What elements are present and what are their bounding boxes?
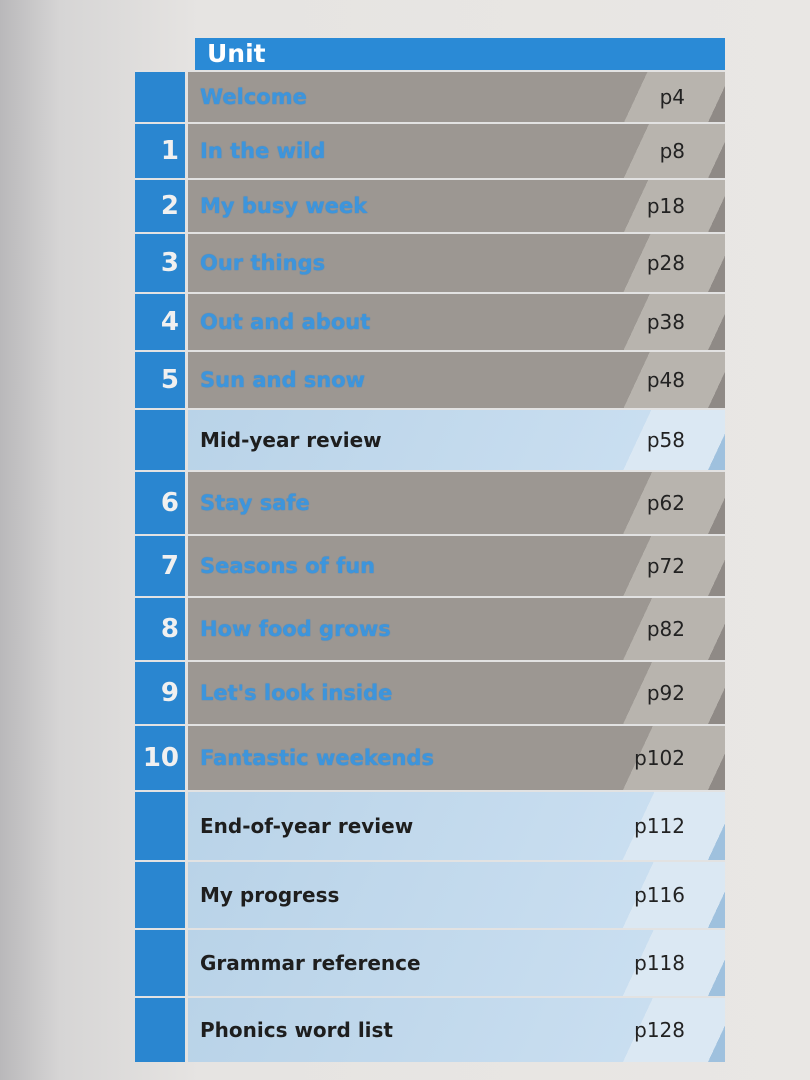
toc-entry: Out and about p38 xyxy=(188,294,725,350)
toc-row: 10 Fantastic weekends p102 xyxy=(135,724,725,790)
entry-title: My progress xyxy=(200,883,340,907)
toc-entry: Grammar reference p118 xyxy=(188,930,725,996)
unit-number xyxy=(135,410,185,470)
toc-row: End-of-year review p112 xyxy=(135,790,725,860)
page-number: p92 xyxy=(646,681,685,705)
toc-row: Phonics word list p128 xyxy=(135,996,725,1062)
page-number: p4 xyxy=(659,85,685,109)
toc-entry: Our things p28 xyxy=(188,234,725,292)
toc-entry: Stay safe p62 xyxy=(188,472,725,534)
entry-title: Sun and snow xyxy=(200,368,366,392)
toc-entry: End-of-year review p112 xyxy=(188,792,725,860)
toc-row: Grammar reference p118 xyxy=(135,928,725,996)
table-of-contents: Unit Welcome p4 1 In the wild p8 2 My bu… xyxy=(135,38,725,1062)
page-number: p62 xyxy=(646,491,685,515)
page-number: p18 xyxy=(646,194,685,218)
toc-row: Mid-year review p58 xyxy=(135,408,725,470)
toc-entry: Sun and snow p48 xyxy=(188,352,725,408)
toc-entry: Let's look inside p92 xyxy=(188,662,725,724)
entry-title: Our things xyxy=(200,251,326,275)
unit-number: 7 xyxy=(135,536,185,596)
page-number: p82 xyxy=(646,617,685,641)
toc-row: Welcome p4 xyxy=(135,70,725,122)
unit-number: 4 xyxy=(135,294,185,350)
page-number: p128 xyxy=(634,1018,685,1042)
toc-row: 2 My busy week p18 xyxy=(135,178,725,232)
unit-number: 6 xyxy=(135,472,185,534)
entry-title: How food grows xyxy=(200,617,391,641)
page-number: p38 xyxy=(646,310,685,334)
toc-row: 5 Sun and snow p48 xyxy=(135,350,725,408)
unit-number xyxy=(135,792,185,860)
toc-entry: In the wild p8 xyxy=(188,124,725,178)
unit-number xyxy=(135,998,185,1062)
toc-entry: My progress p116 xyxy=(188,862,725,928)
entry-title: Mid-year review xyxy=(200,428,382,452)
page-number: p118 xyxy=(634,951,685,975)
page-number: p28 xyxy=(646,251,685,275)
toc-entry: Welcome p4 xyxy=(188,72,725,122)
entry-title: Phonics word list xyxy=(200,1018,393,1042)
toc-entry: Mid-year review p58 xyxy=(188,410,725,470)
toc-entry: Seasons of fun p72 xyxy=(188,536,725,596)
entry-title: Let's look inside xyxy=(200,681,393,705)
toc-entry: Phonics word list p128 xyxy=(188,998,725,1062)
entry-title: Stay safe xyxy=(200,491,310,515)
page-number: p116 xyxy=(634,883,685,907)
toc-entry: Fantastic weekends p102 xyxy=(188,726,725,790)
page-number: p48 xyxy=(646,368,685,392)
toc-row: My progress p116 xyxy=(135,860,725,928)
entry-title: Seasons of fun xyxy=(200,554,376,578)
page-number: p8 xyxy=(659,139,685,163)
entry-title: End-of-year review xyxy=(200,814,414,838)
unit-number: 9 xyxy=(135,662,185,724)
unit-number xyxy=(135,930,185,996)
unit-number: 8 xyxy=(135,598,185,660)
unit-number xyxy=(135,72,185,122)
page-number: p102 xyxy=(634,746,685,770)
toc-row: 3 Our things p28 xyxy=(135,232,725,292)
unit-header: Unit xyxy=(195,38,725,70)
entry-title: My busy week xyxy=(200,194,368,218)
entry-title: Grammar reference xyxy=(200,951,421,975)
entry-title: Welcome xyxy=(200,85,307,109)
toc-row: 4 Out and about p38 xyxy=(135,292,725,350)
toc-row: 9 Let's look inside p92 xyxy=(135,660,725,724)
unit-number: 10 xyxy=(135,726,185,790)
page-number: p112 xyxy=(634,814,685,838)
unit-number xyxy=(135,862,185,928)
entry-title: Out and about xyxy=(200,310,371,334)
toc-row: 6 Stay safe p62 xyxy=(135,470,725,534)
unit-number: 2 xyxy=(135,180,185,232)
unit-number: 5 xyxy=(135,352,185,408)
page-number: p72 xyxy=(646,554,685,578)
toc-row: 8 How food grows p82 xyxy=(135,596,725,660)
toc-row: 7 Seasons of fun p72 xyxy=(135,534,725,596)
entry-title: Fantastic weekends xyxy=(200,746,434,770)
unit-number: 1 xyxy=(135,124,185,178)
toc-row: 1 In the wild p8 xyxy=(135,122,725,178)
toc-entry: How food grows p82 xyxy=(188,598,725,660)
entry-title: In the wild xyxy=(200,139,326,163)
page-number: p58 xyxy=(646,428,685,452)
toc-entry: My busy week p18 xyxy=(188,180,725,232)
unit-number: 3 xyxy=(135,234,185,292)
